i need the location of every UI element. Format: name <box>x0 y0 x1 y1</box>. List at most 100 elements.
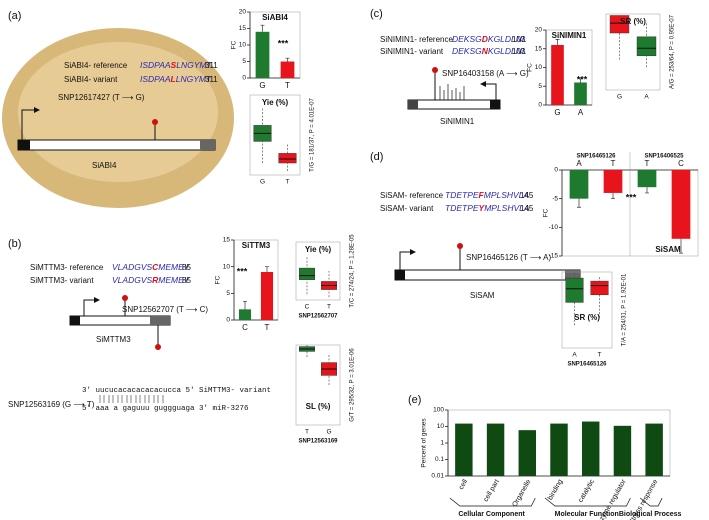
snp-dot <box>152 119 158 125</box>
x-tick-label: cell <box>458 478 470 491</box>
y-tick-label: -15 <box>549 253 559 260</box>
snp-dot <box>122 295 128 301</box>
side-label: T/A = 254/31, P = 1.92E-01 <box>622 273 628 346</box>
mirna-dot <box>155 344 161 350</box>
bar <box>455 423 473 476</box>
x-axis-label: SNP16465126 <box>567 362 607 368</box>
error-bar <box>679 238 683 254</box>
error-bar <box>611 192 615 200</box>
error-bar <box>577 198 581 208</box>
y-tick-label: -10 <box>549 224 559 231</box>
y-tick-label: 20 <box>239 9 247 16</box>
chart-title: SiTTM3 <box>242 241 271 250</box>
panel-d: (d) SiSAM- reference TDETPEFMPLSHVLA 145… <box>370 151 581 300</box>
gene-name: SiABI4 <box>92 161 117 170</box>
panel-c: (c) SiNIMIN1- reference DEKSGDKGLDLNL 10… <box>370 8 529 126</box>
y-tick-label: 15 <box>535 45 543 52</box>
x-axis-label: SNP12563169 <box>298 439 338 445</box>
utr3 <box>408 100 418 109</box>
bar <box>551 45 564 105</box>
arrow-head <box>34 107 40 113</box>
x-tick-label: A <box>578 108 584 117</box>
mirna-seq: 5' aaa a gaguuu guggguaga 3' miR-3276 <box>82 405 249 413</box>
annotation: *** <box>237 266 248 276</box>
bar <box>637 170 657 188</box>
group-bracket <box>544 497 631 507</box>
x-tick-label: C <box>242 323 248 332</box>
target-seq: 3' uucucacacacacacucca 5' SiMTTM3- varia… <box>82 387 271 395</box>
snp-label: SNP16403158 (A ⟶ G) <box>442 69 529 78</box>
snp-label: SNP12562707 (T ⟶ C) <box>122 305 208 314</box>
group-bracket <box>639 497 663 507</box>
error-bar <box>265 266 269 272</box>
error-bar <box>260 24 265 32</box>
bar <box>671 170 691 239</box>
chart-title: SiABI4 <box>262 13 288 22</box>
y-axis-label: FC <box>215 275 222 284</box>
plot-frame <box>605 13 661 91</box>
snp-dot <box>432 67 438 73</box>
bar <box>581 421 600 476</box>
bar <box>260 272 274 320</box>
side-label: A/G = 253/64, P = 0.95E-07 <box>670 14 676 89</box>
y-tick-label: 1 <box>440 440 444 447</box>
gene-name: SiNIMIN1 <box>440 117 475 126</box>
utr5 <box>395 270 405 280</box>
y-tick-label: 5 <box>226 290 230 297</box>
y-tick-label: 10 <box>223 263 231 270</box>
x-tick-label: T <box>286 179 290 186</box>
seq: TDETPEFMPLSHVLA <box>445 190 529 200</box>
bar <box>280 61 295 78</box>
annotation: *** <box>278 38 289 48</box>
y-tick-label: 100 <box>433 407 444 414</box>
x-tick-label: A <box>572 352 577 359</box>
panel-a: (a) SiABI4- reference ISDPAASLNGYMT 311 … <box>2 10 234 208</box>
error-bar <box>578 78 583 83</box>
x-tick-label: T <box>598 352 602 359</box>
annotation: *** <box>577 74 588 84</box>
box <box>590 280 609 296</box>
seq: DEKSGDKGLDLNL <box>452 34 527 44</box>
y-axis-label: FC <box>527 63 534 72</box>
seq-name: SiNIMIN1- variant <box>380 47 444 56</box>
seq-name: SiMTTM3- reference <box>30 263 104 272</box>
y-tick-label: 0 <box>226 317 230 324</box>
bar <box>645 423 663 476</box>
x-tick-label: catalytic <box>577 478 596 504</box>
annotation: *** <box>626 192 637 202</box>
seq: ISDPAALLNGYMT <box>140 74 212 84</box>
plot-frame <box>249 94 301 176</box>
plot-frame <box>295 344 341 426</box>
seq-length: 145 <box>520 204 534 213</box>
y-tick-label: 0.01 <box>431 473 444 480</box>
bar <box>569 170 589 199</box>
x-tick-label: C <box>678 159 684 168</box>
box <box>565 277 584 303</box>
x-tick-label: binding <box>547 478 564 501</box>
y-tick-label: 5 <box>242 58 246 65</box>
promoter-arrow <box>399 251 410 270</box>
utr5 <box>18 140 30 150</box>
box <box>636 36 657 57</box>
side-label: T/C = 274/24, P = 1.28E-05 <box>350 234 356 308</box>
utr3 <box>565 270 580 280</box>
group-label: Cellular Component <box>458 511 525 518</box>
seq: ISDPAASLNGYMT <box>140 60 212 70</box>
chart-title: SR (%) <box>574 313 600 322</box>
arrow-head <box>94 297 100 303</box>
seq: VLADGVSRMEMEY <box>112 275 191 285</box>
x-tick-label: T <box>611 159 616 168</box>
plot-frame <box>295 241 341 301</box>
panel-label: (a) <box>8 10 21 22</box>
box <box>299 267 315 280</box>
plot-frame <box>561 271 613 349</box>
chart-title: SL (%) <box>306 402 331 411</box>
utr3 <box>150 316 170 325</box>
y-tick-label: 5 <box>538 83 542 90</box>
seq-name: SiSAM- variant <box>380 204 434 213</box>
promoter-arrow <box>21 109 34 140</box>
error-bar <box>645 187 649 194</box>
bar <box>238 309 252 320</box>
bar <box>255 31 270 78</box>
